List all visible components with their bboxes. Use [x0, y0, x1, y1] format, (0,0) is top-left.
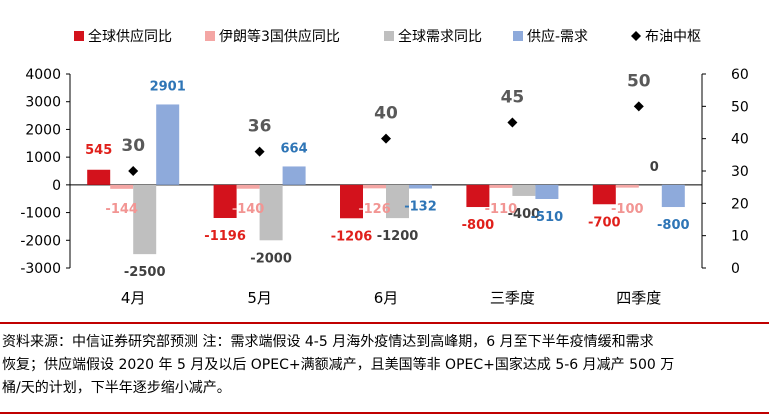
category-label: 四季度: [616, 289, 661, 307]
category-label: 三季度: [490, 289, 535, 307]
bars: [87, 104, 685, 255]
bar-s1-4: [466, 184, 490, 208]
legend-swatch-3: [384, 31, 394, 41]
oil-point-1: [128, 166, 139, 176]
left-tick-label: 0: [52, 178, 61, 194]
left-tick-label: 4000: [25, 67, 61, 83]
data-label-s2-2: -140: [232, 202, 265, 217]
data-labels: 545 -144 -2500 2901 -1196 -140 -2000 664 -1206 -1…: [85, 79, 689, 280]
footnote-line-2: 恢复；供应端假设 2020 年 5 月及以后 OPEC+满额减产，且美国等非 O…: [2, 357, 675, 373]
category-label: 4月: [121, 289, 146, 307]
bar-s2-3: [363, 184, 386, 189]
bar-s1-2: [213, 184, 237, 219]
footnote-line-3: 桶/天的计划，下半年逐步缩小减产。: [2, 380, 231, 396]
data-label-s2-5: -100: [611, 202, 644, 217]
oil-center-points: 30 36 40 45 50: [121, 71, 651, 176]
data-label-s2-3: -126: [358, 202, 391, 217]
right-tick-label: 20: [731, 196, 749, 212]
data-label-s4-5: -800: [657, 218, 690, 233]
footnote-top-rule: [0, 322, 769, 324]
axes: -3000-2000-10000100020003000400001020304…: [20, 67, 749, 307]
legend-swatch-2: [205, 31, 215, 41]
legend-swatch-4: [513, 31, 523, 41]
data-label-s1-4: -800: [462, 218, 495, 233]
bar-s2-2: [236, 184, 260, 189]
footnote: 资料来源：中信证券研究部预测 注：需求端假设 4-5 月海外疫情达到高峰期，6 …: [0, 322, 769, 414]
right-tick-label: 30: [731, 164, 749, 180]
legend-swatch-1: [74, 31, 84, 41]
left-tick-label: 1000: [25, 150, 61, 166]
oil-point-4: [507, 117, 518, 128]
bar-s3-3: [386, 184, 409, 219]
legend: 全球供应同比 伊朗等3国供应同比 全球需求同比 供应-需求 布油中枢: [74, 28, 701, 45]
legend-label-4: 供应-需求: [527, 28, 588, 45]
bar-s4-3: [409, 184, 432, 189]
oil-label-2: 36: [248, 117, 272, 137]
bar-s3-2: [259, 184, 283, 241]
bar-s4-2: [282, 166, 306, 185]
left-tick-label: 3000: [25, 95, 61, 111]
bar-s2-5: [615, 184, 639, 188]
bar-s1-3: [340, 184, 363, 219]
data-label-s4-2: 664: [281, 141, 308, 156]
data-label-s3-5: 0: [650, 160, 659, 175]
legend-label-2: 伊朗等3国供应同比: [219, 28, 340, 45]
data-label-s4-3: -132: [404, 200, 437, 215]
legend-label-1: 全球供应同比: [88, 28, 172, 45]
left-tick-label: 2000: [25, 122, 61, 138]
bar-s1-1: [87, 169, 111, 185]
data-label-s1-3: -1206: [331, 229, 373, 244]
oil-point-2: [254, 146, 265, 157]
right-tick-label: 60: [731, 67, 749, 83]
right-tick-label: 0: [731, 261, 740, 277]
left-tick-label: -3000: [20, 261, 61, 277]
oil-label-3: 40: [374, 104, 398, 124]
data-label-s2-1: -144: [105, 202, 138, 217]
oil-label-1: 30: [121, 136, 145, 156]
data-label-s1-2: -1196: [204, 229, 246, 244]
category-label: 5月: [247, 289, 272, 307]
bar-s4-4: [535, 184, 559, 199]
footnote-text: 资料来源：中信证券研究部预测 注：需求端假设 4-5 月海外疫情达到高峰期，6 …: [2, 331, 764, 400]
data-label-s1-1: 545: [85, 143, 112, 158]
bar-s4-1: [156, 104, 180, 185]
oil-label-4: 45: [501, 88, 525, 108]
category-label: 6月: [374, 289, 399, 307]
data-label-s3-1: -2500: [124, 265, 166, 280]
chart: 全球供应同比 伊朗等3国供应同比 全球需求同比 供应-需求 布油中枢 -3000 -200…: [20, 28, 749, 307]
data-label-s2-4: -110: [485, 202, 518, 217]
legend-label-oil: 布油中枢: [645, 29, 701, 45]
legend-label-3: 全球需求同比: [398, 28, 482, 45]
footnote-line-1: 资料来源：中信证券研究部预测 注：需求端假设 4-5 月海外疫情达到高峰期，6 …: [2, 334, 654, 350]
bar-s3-4: [512, 184, 536, 196]
right-tick-label: 10: [731, 229, 749, 245]
bar-s3-1: [133, 184, 157, 255]
data-label-s3-2: -2000: [250, 251, 292, 266]
oil-point-3: [381, 133, 391, 144]
oil-label-5: 50: [627, 71, 651, 91]
left-tick-label: -2000: [20, 233, 61, 249]
right-tick-label: 40: [731, 132, 749, 148]
data-label-s1-5: -700: [588, 215, 621, 230]
data-label-s4-1: 2901: [150, 79, 186, 94]
data-label-s3-4: -400: [508, 207, 541, 222]
footnote-bottom-rule: [0, 412, 769, 414]
data-label-s4-4: -510: [531, 210, 564, 225]
data-label-s3-3: -1200: [377, 229, 419, 244]
legend-marker-oil: [631, 31, 641, 41]
bar-s1-5: [592, 184, 616, 205]
right-tick-label: 50: [731, 99, 749, 115]
left-tick-label: -1000: [20, 206, 61, 222]
oil-point-5: [633, 101, 644, 112]
bar-s4-5: [661, 184, 685, 208]
bar-s2-1: [110, 184, 134, 189]
bar-s2-4: [489, 184, 513, 188]
